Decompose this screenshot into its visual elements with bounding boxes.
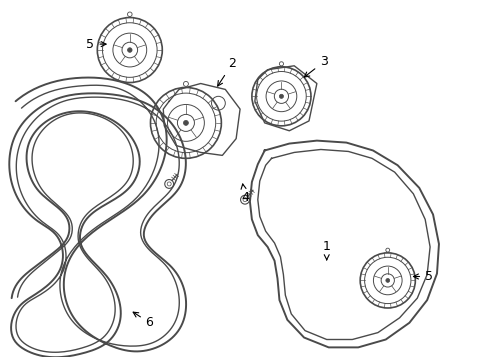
Circle shape bbox=[279, 94, 284, 98]
Circle shape bbox=[183, 120, 189, 125]
Text: 5: 5 bbox=[414, 270, 433, 283]
Circle shape bbox=[386, 279, 390, 282]
Text: 3: 3 bbox=[304, 55, 328, 77]
Text: 1: 1 bbox=[323, 240, 331, 260]
Circle shape bbox=[127, 48, 132, 52]
Text: 6: 6 bbox=[133, 312, 153, 329]
Text: 4: 4 bbox=[241, 184, 249, 204]
Text: 2: 2 bbox=[218, 57, 236, 86]
Text: 5: 5 bbox=[86, 38, 106, 51]
